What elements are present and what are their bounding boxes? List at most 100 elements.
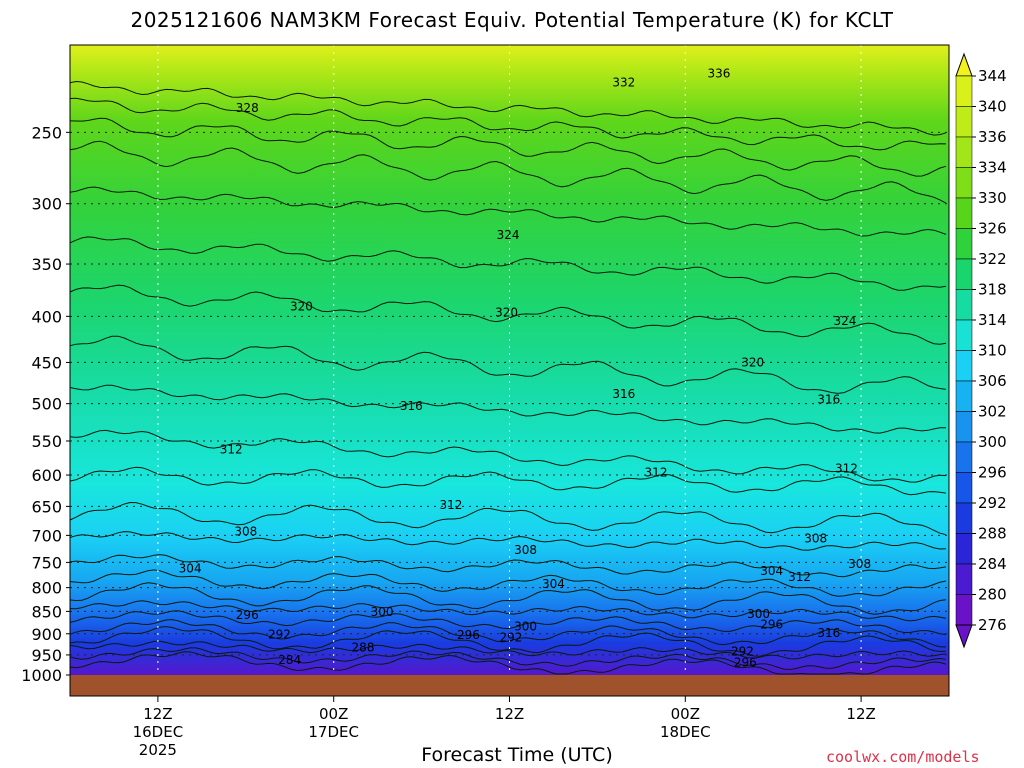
contour-label: 304 <box>179 562 202 576</box>
contour-label: 284 <box>278 653 301 667</box>
colorbar-swatch <box>955 411 973 443</box>
contour-labels: 336 332 328 324 324 320 320 320 316 316 316 312 312 3… <box>179 66 871 670</box>
y-tick-label: 750 <box>31 553 62 572</box>
colorbar-label: 288 <box>978 525 1007 543</box>
contour-label: 312 <box>645 465 668 479</box>
contour-label: 308 <box>804 532 827 546</box>
colorbar-swatch <box>955 319 973 351</box>
colorbar-swatch <box>955 594 973 626</box>
contour-label: 292 <box>268 628 291 642</box>
contour-label: 332 <box>612 75 635 89</box>
contour-label: 308 <box>848 557 871 571</box>
contour-line <box>69 647 947 671</box>
y-tick-label: 950 <box>31 646 62 665</box>
colorbar-label: 336 <box>978 128 1007 146</box>
contour-lines <box>69 80 947 675</box>
colorbar-swatch <box>955 350 973 382</box>
contour-label: 312 <box>835 461 858 475</box>
x-tick-label: 18DEC <box>660 723 711 741</box>
contour-label: 312 <box>439 498 462 512</box>
y-tick-label: 850 <box>31 602 62 621</box>
contour-line <box>69 531 947 551</box>
contour-line <box>69 554 947 578</box>
y-tick-label: 600 <box>31 466 62 485</box>
contour-label: 324 <box>497 228 520 242</box>
contour-line <box>69 651 947 675</box>
x-tick-label: 00Z <box>671 705 700 723</box>
contour-line <box>69 600 947 622</box>
x-tick-label: 2025 <box>139 741 177 759</box>
contour-label: 308 <box>514 543 537 557</box>
colorbar-swatch <box>955 563 973 595</box>
y-tick-label: 700 <box>31 526 62 545</box>
chart-title: 2025121606 NAM3KM Forecast Equiv. Potent… <box>130 8 894 32</box>
colorbar-label: 318 <box>978 281 1007 299</box>
colorbar-swatch <box>955 228 973 260</box>
colorbar-swatch <box>955 75 973 107</box>
contour-line <box>69 640 947 660</box>
contour-label: 308 <box>234 524 257 538</box>
colorbar-label: 292 <box>978 494 1007 512</box>
contour-label: 320 <box>741 355 764 369</box>
contour-label: 316 <box>612 387 635 401</box>
colorbar-swatch <box>955 136 973 168</box>
colorbar-swatch <box>955 106 973 138</box>
contour-line <box>69 80 947 136</box>
contour-label: 296 <box>734 656 757 670</box>
contour-label: 316 <box>400 399 423 413</box>
x-tick-label: 17DEC <box>308 723 359 741</box>
contour-line <box>69 501 947 536</box>
colorbar-swatch <box>955 441 973 473</box>
x-tick-label: 00Z <box>319 705 348 723</box>
contour-label: 292 <box>500 631 523 645</box>
colorbar-label: 344 <box>978 67 1007 85</box>
colorbar-label: 300 <box>978 433 1007 451</box>
y-tick-label: 250 <box>31 123 62 142</box>
contour-line <box>69 117 947 177</box>
contour-line <box>69 619 946 648</box>
contour-line <box>69 284 947 345</box>
x-axis-label: Forecast Time (UTC) <box>421 744 613 766</box>
contour-line <box>69 384 946 434</box>
colorbar-label: 280 <box>978 586 1007 604</box>
contour-label: 320 <box>290 299 313 313</box>
y-tick-label: 1000 <box>21 666 62 685</box>
contour-label: 300 <box>747 607 770 621</box>
colorbar-label: 314 <box>978 311 1007 329</box>
colorbar-label: 302 <box>978 403 1007 421</box>
y-tick-label: 300 <box>31 195 62 214</box>
ground-surface <box>70 675 949 696</box>
y-tick-label: 350 <box>31 255 62 274</box>
contour-label: 300 <box>371 605 394 619</box>
contour-line <box>69 97 947 151</box>
contour-label: 296 <box>457 628 480 642</box>
colorbar-swatch <box>955 472 973 504</box>
colorbar-label: 276 <box>978 616 1007 634</box>
colorbar: 344 340 336 334 330 326 322 318 314 310 306 302 300 2… <box>955 52 1007 649</box>
x-tick-label: 16DEC <box>133 723 184 741</box>
colorbar-label: 340 <box>978 98 1007 116</box>
contour-line <box>69 236 947 291</box>
colorbar-label: 330 <box>978 189 1007 207</box>
contour-line <box>69 582 947 615</box>
y-tick-label: 550 <box>31 432 62 451</box>
colorbar-swatch <box>955 289 973 321</box>
colorbar-bottom-arrow <box>955 624 973 649</box>
contour-label: 296 <box>236 608 259 622</box>
colorbar-swatch <box>955 533 973 565</box>
contour-line <box>69 140 947 204</box>
y-tick-label: 900 <box>31 625 62 644</box>
contour-label: 312 <box>788 570 811 584</box>
colorbar-label: 334 <box>978 159 1007 177</box>
y-tick-label: 500 <box>31 395 62 414</box>
contour-line <box>69 186 947 237</box>
contour-label: 292 <box>731 645 754 659</box>
contour-line <box>69 466 947 496</box>
colorbar-label: 306 <box>978 372 1007 390</box>
y-tick-label: 400 <box>31 307 62 326</box>
contour-label: 304 <box>542 577 565 591</box>
contour-label: 300 <box>514 620 537 634</box>
contour-label: 324 <box>834 314 857 328</box>
